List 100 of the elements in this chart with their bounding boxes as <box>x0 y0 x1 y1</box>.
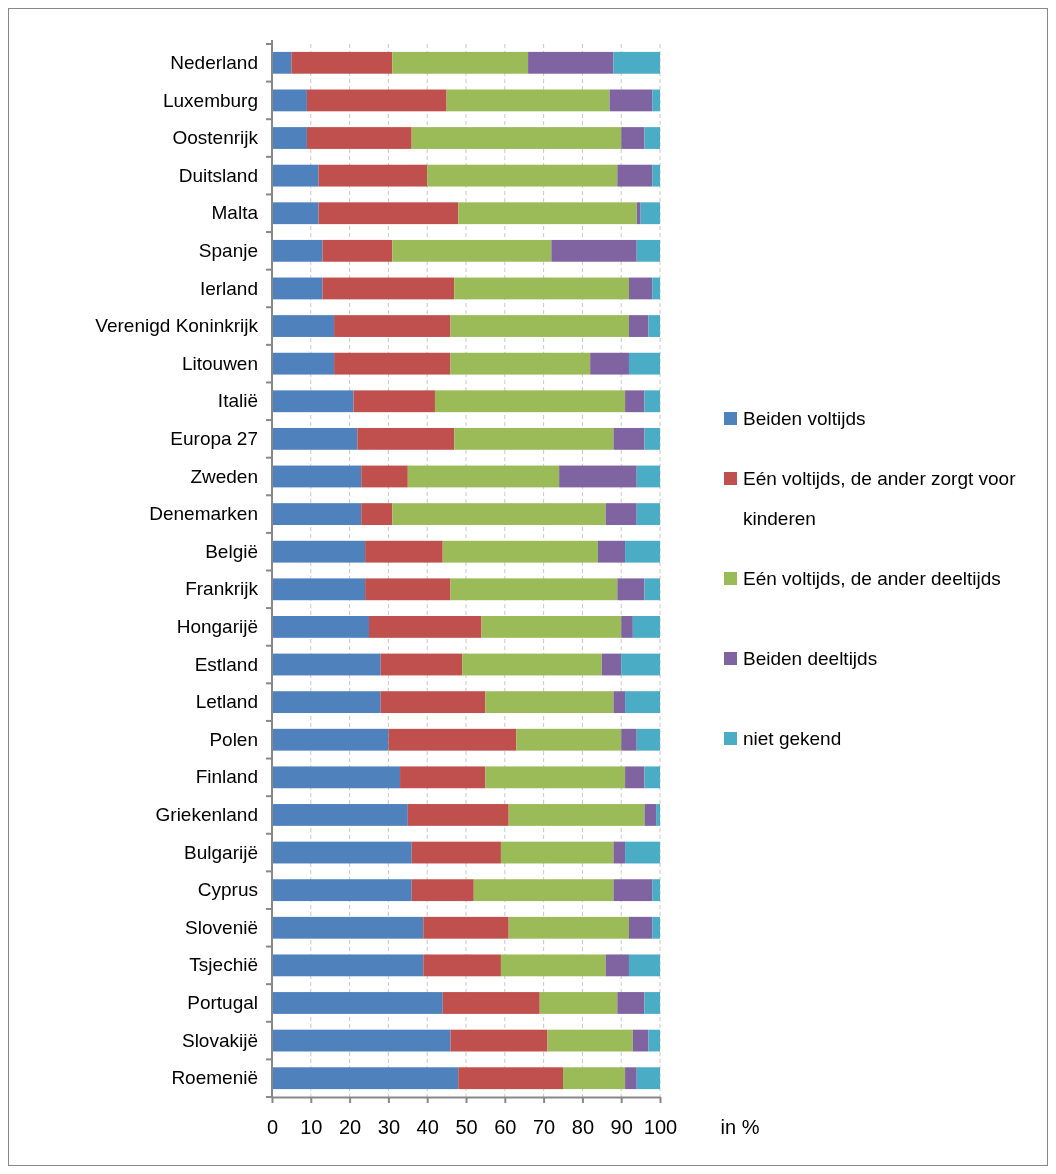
bar <box>644 127 660 149</box>
y-tick-label: Finland <box>195 766 258 788</box>
y-tick-label: Roemenië <box>171 1067 258 1089</box>
bar <box>644 578 660 601</box>
bar <box>272 89 307 112</box>
bar <box>617 164 653 187</box>
bar <box>652 89 660 112</box>
y-tick-label: Griekenland <box>155 804 258 826</box>
y-tick-label: Europa 27 <box>170 427 258 449</box>
bar <box>644 427 660 450</box>
bar <box>613 879 653 902</box>
bar <box>609 89 653 112</box>
bar <box>648 315 660 337</box>
bar <box>407 465 560 488</box>
y-tick-label: Denemarken <box>149 503 258 525</box>
bar <box>272 503 362 525</box>
bar <box>628 277 653 300</box>
bar <box>272 916 424 939</box>
bar <box>621 127 645 149</box>
bar <box>648 1029 660 1052</box>
bar <box>392 239 552 262</box>
bar <box>369 616 482 638</box>
bar <box>559 465 637 488</box>
bar <box>628 916 653 939</box>
bar <box>380 691 486 714</box>
bar <box>636 503 660 525</box>
x-axis-title: in % <box>720 1116 760 1138</box>
bar <box>388 728 517 751</box>
bar <box>485 691 614 714</box>
x-tick-label: 60 <box>494 1116 517 1138</box>
bar <box>427 164 618 187</box>
legend-label: Eén voltijds, de ander deeltijds <box>743 568 1001 589</box>
bar <box>272 616 369 638</box>
y-tick-label: Verenigd Koninkrijk <box>95 315 259 337</box>
bar <box>272 427 358 450</box>
bar <box>652 916 660 939</box>
bar <box>380 653 463 676</box>
bar <box>636 1067 660 1090</box>
y-tick-label: Portugal <box>187 992 258 1014</box>
x-tick-label: 70 <box>532 1116 556 1138</box>
bar <box>458 202 637 225</box>
bar <box>272 390 354 413</box>
bar <box>628 352 660 375</box>
bar <box>272 465 362 488</box>
bar <box>621 728 637 751</box>
bar <box>617 578 645 601</box>
bar <box>640 202 660 225</box>
bar <box>458 1067 563 1090</box>
bar <box>392 503 606 525</box>
y-tick-label: Letland <box>195 691 258 713</box>
bar <box>551 239 637 262</box>
y-tick-label: Tsjechië <box>189 954 258 976</box>
bar <box>508 916 629 939</box>
bar <box>625 691 660 714</box>
bar <box>334 352 451 375</box>
bar <box>306 89 447 112</box>
y-tick-label: Spanje <box>198 239 258 261</box>
bar <box>272 1029 451 1052</box>
bar <box>306 127 412 149</box>
bar <box>407 804 509 826</box>
bar <box>628 315 649 337</box>
bar <box>613 691 626 714</box>
bar <box>454 427 614 450</box>
x-tick-label: 90 <box>610 1116 633 1138</box>
bar <box>272 804 408 826</box>
bar <box>508 804 645 826</box>
bar <box>636 465 660 488</box>
y-tick-label: Litouwen <box>181 352 258 374</box>
legend-label: Beiden deeltijds <box>743 648 878 669</box>
bar <box>644 390 660 413</box>
bar <box>613 51 660 74</box>
bar <box>272 164 319 187</box>
y-tick-label: Duitsland <box>178 164 258 186</box>
bar <box>500 954 606 977</box>
y-tick-label: Hongarijë <box>176 615 258 637</box>
y-tick-label: Polen <box>209 728 258 750</box>
y-tick-label: Nederland <box>170 51 258 73</box>
x-tick-label: 30 <box>377 1116 401 1138</box>
bar <box>597 540 626 563</box>
bar <box>423 916 509 939</box>
bar <box>272 1067 459 1090</box>
y-tick-label: Estland <box>194 653 258 675</box>
bar <box>272 127 307 149</box>
bar <box>516 728 622 751</box>
bar <box>450 315 629 337</box>
bar <box>528 51 614 74</box>
y-tick-label: Slovenië <box>185 916 258 938</box>
bar <box>625 390 645 413</box>
bar <box>652 277 660 300</box>
bar <box>411 879 474 902</box>
bar <box>621 616 633 638</box>
bar <box>318 164 428 187</box>
bar <box>652 879 660 902</box>
bar <box>353 390 435 413</box>
bar <box>291 51 393 74</box>
bar <box>318 202 459 225</box>
bar <box>625 766 645 789</box>
bar <box>272 202 319 225</box>
bar <box>423 954 501 977</box>
bar <box>272 239 323 262</box>
